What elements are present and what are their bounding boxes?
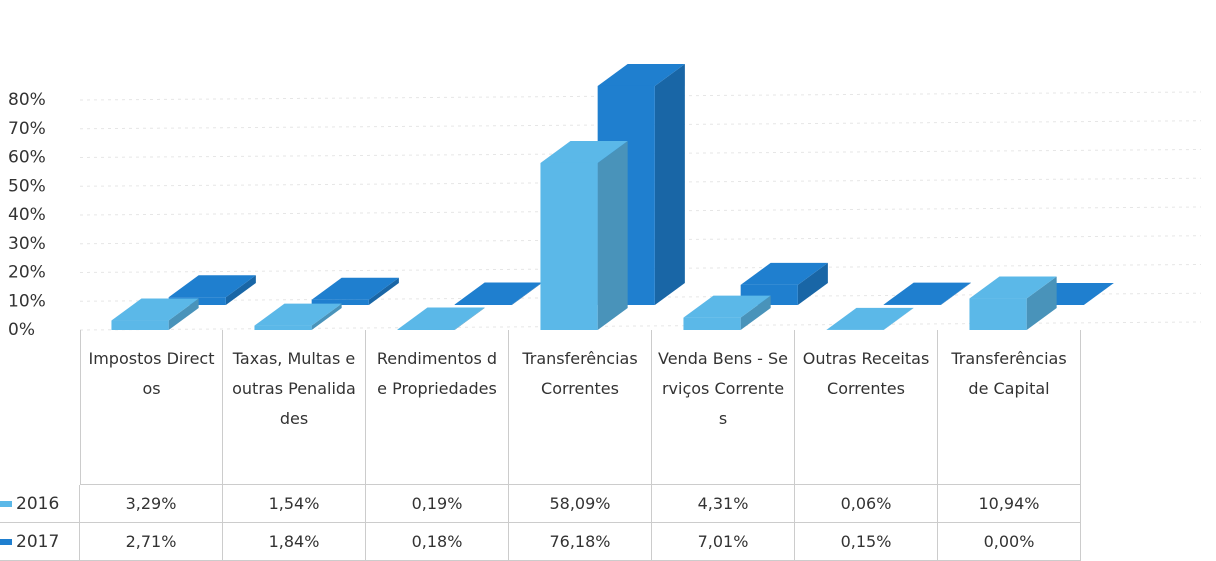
bar (254, 325, 312, 330)
value-label: 1,54% (223, 485, 366, 523)
category-label: Taxas, Multas e outras Penalidades (223, 330, 366, 485)
bar-side (311, 303, 342, 330)
bar (454, 304, 512, 305)
legend-entry: 2017 (0, 523, 80, 561)
bar-top (397, 307, 485, 330)
category-label: Venda Bens - Serviços Correntes (652, 330, 795, 485)
y-tick-label: 40% (8, 205, 46, 225)
legend-label: 2017 (16, 531, 60, 552)
value-label: 2,71% (80, 523, 223, 561)
bar-top (254, 303, 342, 326)
bar-side (511, 282, 542, 305)
y-tick-label: 60% (8, 148, 46, 168)
bar-top (540, 140, 628, 163)
value-label: 7,01% (652, 523, 795, 561)
y-tick-label: 0% (8, 320, 35, 340)
bar-top (111, 298, 199, 321)
value-label: 76,18% (509, 523, 652, 561)
value-label: 0,00% (938, 523, 1081, 561)
bar-side (1026, 276, 1057, 330)
legend-entry: 2016 (0, 485, 80, 523)
legend-swatch (0, 500, 12, 507)
bar-top (454, 282, 542, 305)
value-label: 10,94% (938, 485, 1081, 523)
y-tick-label: 20% (8, 263, 46, 283)
category-label: Outras Receitas Correntes (795, 330, 938, 485)
legend-swatch (0, 538, 12, 545)
bar-top (969, 276, 1057, 299)
value-label: 0,06% (795, 485, 938, 523)
bar-top (683, 295, 771, 318)
bar (540, 162, 598, 330)
bar-side (797, 262, 828, 305)
y-tick-label: 50% (8, 176, 46, 196)
bar (683, 317, 741, 330)
bar-top (883, 282, 971, 305)
y-tick-label: 80% (8, 90, 46, 110)
bar (311, 299, 369, 305)
bar-top (597, 63, 685, 86)
value-label: 4,31% (652, 485, 795, 523)
value-label: 0,15% (795, 523, 938, 561)
bar-side (740, 295, 771, 330)
bar (969, 298, 1027, 330)
bar-side (368, 277, 399, 305)
value-label: 58,09% (509, 485, 652, 523)
bar-top (168, 275, 256, 298)
category-label: Transferências Correntes (509, 330, 652, 485)
bar-side (940, 282, 971, 305)
bar-side (225, 275, 256, 305)
value-label: 3,29% (80, 485, 223, 523)
y-tick-label: 10% (8, 291, 46, 311)
bar-side (454, 307, 485, 330)
bar-top (826, 307, 914, 330)
bar-side (168, 298, 199, 330)
value-label: 1,84% (223, 523, 366, 561)
bar-top (740, 262, 828, 285)
grid-line (79, 321, 1202, 331)
bar (111, 320, 169, 330)
bar-top (311, 277, 399, 300)
y-tick-label: 70% (8, 119, 46, 139)
category-label: Rendimentos de Propriedades (366, 330, 509, 485)
bar-side (654, 63, 685, 305)
category-label: Impostos Directos (80, 330, 223, 485)
category-label: Transferências de Capital (938, 330, 1081, 485)
y-tick-label: 30% (8, 234, 46, 254)
bar-side (883, 307, 914, 330)
legend-label: 2016 (16, 493, 60, 514)
bar (397, 329, 455, 330)
value-label: 0,19% (366, 485, 509, 523)
bar-side (597, 140, 628, 330)
value-label: 0,18% (366, 523, 509, 561)
